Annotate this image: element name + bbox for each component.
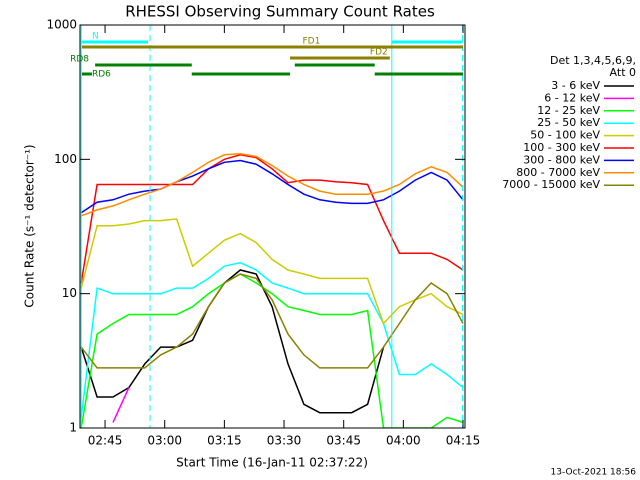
series-line <box>80 273 464 369</box>
legend-label: 800 - 7000 keV <box>516 166 600 179</box>
x-tick-label: 03:15 <box>207 434 242 448</box>
plot-area <box>80 25 464 428</box>
legend-header: Att 0 <box>610 66 636 79</box>
y-tick-label: 10 <box>62 286 77 300</box>
plot-frame <box>79 24 466 429</box>
series-line <box>80 273 464 428</box>
y-tick-label: 100 <box>54 152 77 166</box>
x-tick-label: 03:30 <box>267 434 302 448</box>
legend-label: 12 - 25 keV <box>537 104 600 117</box>
legend-header: Det 1,3,4,5,6,9, <box>550 54 636 67</box>
y-tick-label: 1000 <box>46 18 77 32</box>
x-tick-label: 03:45 <box>326 434 361 448</box>
series-line <box>80 154 464 284</box>
series-line <box>80 269 385 414</box>
status-label: RD8 <box>70 55 89 65</box>
y-axis-label: Count Rate (s⁻¹ detector⁻¹) <box>23 144 37 307</box>
y-tick-label: 1 <box>69 421 77 435</box>
legend-label: 7000 - 15000 keV <box>502 178 600 191</box>
series-line <box>80 153 464 217</box>
legend-label: 100 - 300 keV <box>523 141 600 154</box>
legend-label: 50 - 100 keV <box>530 129 600 142</box>
series-line <box>112 387 130 423</box>
status-label: RD6 <box>92 70 111 80</box>
status-label: FD1 <box>303 37 321 47</box>
status-label: N <box>92 32 99 42</box>
legend-label: 3 - 6 keV <box>551 79 600 92</box>
x-axis-label: Start Time (16-Jan-11 02:37:22) <box>176 456 368 470</box>
legend-label: 300 - 800 keV <box>523 153 600 166</box>
x-tick-label: 02:45 <box>88 434 123 448</box>
x-tick-label: 04:15 <box>446 434 481 448</box>
chart-title: RHESSI Observing Summary Count Rates <box>125 3 435 21</box>
x-tick-label: 03:00 <box>147 434 182 448</box>
legend-label: 6 - 12 keV <box>544 91 600 104</box>
series-line <box>80 218 464 325</box>
legend-label: 25 - 50 keV <box>537 116 600 129</box>
series-line <box>80 159 464 214</box>
series-line <box>80 261 464 418</box>
status-label: FD2 <box>370 48 388 58</box>
footer: 13-Oct-2021 18:56 <box>551 468 637 478</box>
x-tick-label: 04:00 <box>386 434 421 448</box>
